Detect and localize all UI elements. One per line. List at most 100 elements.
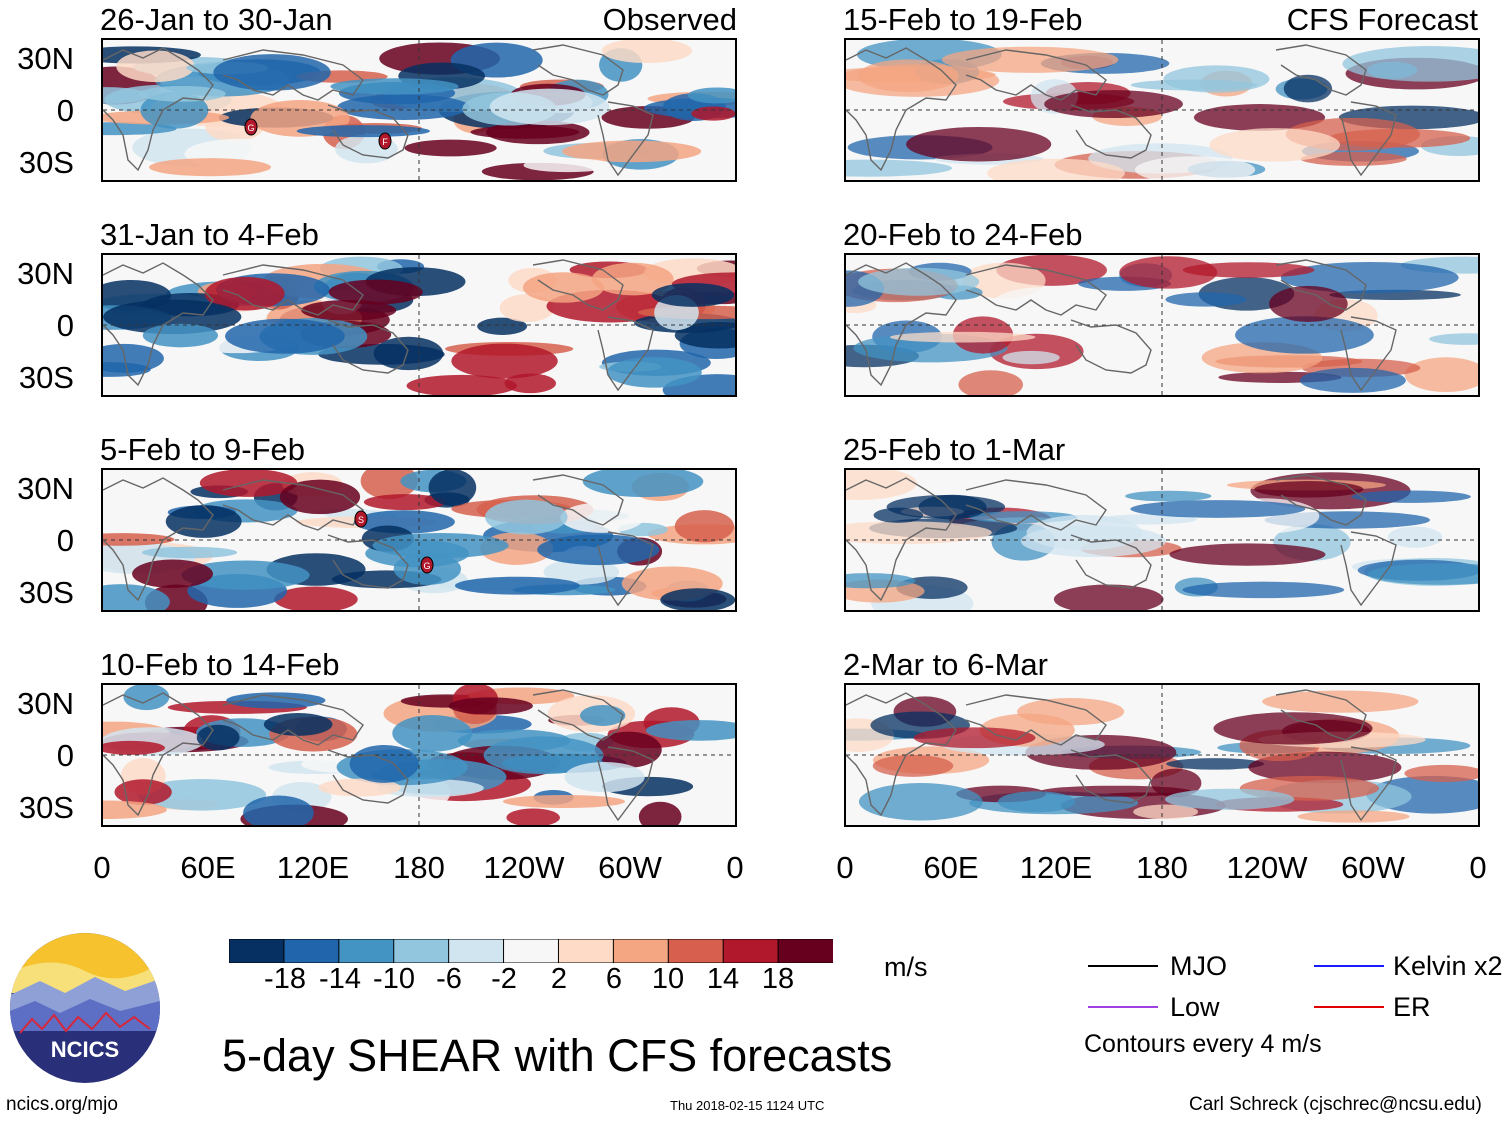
shear-anomaly-blob bbox=[274, 586, 358, 610]
lon-label: 0 bbox=[93, 850, 111, 885]
lat-label-30s: 30S bbox=[18, 790, 74, 825]
coastline bbox=[1275, 44, 1367, 96]
storm-marker-icon: G bbox=[420, 556, 434, 574]
coastline bbox=[965, 264, 1107, 316]
lat-label-30n: 30N bbox=[17, 41, 74, 76]
shear-anomaly-blob bbox=[372, 532, 509, 559]
colorbar-swatch bbox=[722, 938, 780, 964]
coastline bbox=[103, 262, 214, 387]
footer-timestamp: Thu 2018-02-15 1124 UTC bbox=[670, 1098, 825, 1113]
shear-anomaly-blob bbox=[1235, 316, 1374, 354]
panel-title-obs-2: 31-Jan to 4-Feb bbox=[100, 217, 319, 252]
coastline bbox=[222, 694, 364, 746]
lon-label: 60W bbox=[1341, 850, 1405, 885]
shear-anomaly-blob bbox=[454, 576, 580, 595]
shear-anomaly-blob bbox=[873, 507, 924, 523]
shear-anomaly-blob bbox=[103, 584, 170, 610]
shear-anomaly-blob bbox=[451, 343, 558, 379]
colorbar bbox=[228, 938, 834, 964]
coastline bbox=[222, 49, 364, 101]
shear-anomaly-blob bbox=[181, 560, 310, 590]
shear-anomaly-blob bbox=[1165, 788, 1295, 810]
shear-anomaly-blob bbox=[872, 754, 954, 777]
shear-anomaly-blob bbox=[1125, 490, 1212, 502]
shear-anomaly-blob bbox=[485, 499, 568, 535]
shear-anomaly-blob bbox=[858, 783, 983, 821]
map-panel-fc-2 bbox=[844, 253, 1480, 397]
map-panel-fc-3 bbox=[844, 468, 1480, 612]
lon-label: 0 bbox=[1469, 850, 1487, 885]
lon-label: 60W bbox=[598, 850, 662, 885]
colorbar-tick: 10 bbox=[651, 963, 685, 995]
shear-anomaly-blob bbox=[114, 779, 172, 805]
shear-anomaly-blob bbox=[477, 317, 528, 335]
shear-anomaly-blob bbox=[1209, 128, 1341, 162]
shear-anomaly-blob bbox=[858, 267, 980, 296]
colorbar-tick: -14 bbox=[319, 963, 361, 995]
shear-anomaly-blob bbox=[918, 494, 987, 520]
lon-label: 180 bbox=[1136, 850, 1188, 885]
legend-low-line bbox=[1088, 1006, 1158, 1008]
shear-anomaly-blob bbox=[392, 714, 473, 752]
shear-anomaly-blob bbox=[141, 546, 238, 559]
legend-mjo-line bbox=[1088, 965, 1158, 967]
lon-label: 120W bbox=[483, 850, 565, 885]
shear-anomaly-blob bbox=[330, 78, 459, 95]
lat-label-30n: 30N bbox=[17, 256, 74, 291]
coastline bbox=[1275, 259, 1367, 311]
shear-anomaly-blob bbox=[103, 800, 167, 820]
shear-anomaly-blob bbox=[674, 510, 735, 543]
shear-anomaly-blob bbox=[1269, 285, 1348, 322]
shear-anomaly-blob bbox=[562, 140, 702, 163]
shear-anomaly-blob bbox=[564, 762, 645, 793]
coastline bbox=[597, 746, 654, 822]
map-panel-obs-1 bbox=[101, 38, 737, 182]
legend-er-label: ER bbox=[1393, 992, 1431, 1022]
shear-anomaly-blob bbox=[225, 318, 345, 354]
shear-anomaly-blob bbox=[1130, 79, 1258, 91]
ncics-logo[interactable]: NCICS bbox=[10, 933, 160, 1083]
shear-anomaly-blob bbox=[1182, 581, 1345, 599]
shear-anomaly-blob bbox=[142, 323, 219, 348]
storm-marker-icon: G bbox=[244, 118, 258, 136]
coastline bbox=[846, 692, 957, 817]
coastline bbox=[1275, 474, 1367, 526]
coastline bbox=[532, 259, 624, 311]
shear-anomaly-blob bbox=[204, 276, 285, 311]
colorbar-swatch bbox=[667, 938, 725, 964]
shear-anomaly-blob bbox=[349, 744, 419, 783]
coastline bbox=[1070, 104, 1152, 159]
colorbar-tick: -18 bbox=[264, 963, 306, 995]
lon-label: 0 bbox=[836, 850, 854, 885]
shear-anomaly-blob bbox=[1342, 45, 1478, 82]
coastline bbox=[965, 694, 1107, 746]
shear-anomaly-blob bbox=[363, 494, 447, 511]
shear-anomaly-blob bbox=[846, 159, 953, 177]
lat-label-30s: 30S bbox=[18, 575, 74, 610]
shear-anomaly-blob bbox=[941, 46, 1119, 73]
coastline bbox=[222, 479, 364, 531]
lon-label: 60E bbox=[923, 850, 979, 885]
shear-anomaly-blob bbox=[165, 505, 242, 538]
shear-anomaly-blob bbox=[470, 125, 580, 139]
shear-anomaly-blob bbox=[1429, 333, 1478, 345]
shear-anomaly-blob bbox=[846, 470, 917, 500]
colorbar-tick: 2 bbox=[550, 963, 568, 995]
coastline bbox=[846, 477, 957, 602]
colorbar-units: m/s bbox=[884, 952, 928, 982]
shear-anomaly-blob bbox=[328, 279, 423, 305]
lat-label-eq: 0 bbox=[56, 523, 74, 558]
shear-anomaly-blob bbox=[1404, 357, 1478, 393]
footer-url[interactable]: ncics.org/mjo bbox=[6, 1094, 118, 1115]
coastline bbox=[103, 477, 214, 602]
coastline bbox=[327, 319, 409, 374]
main-title: 5-day SHEAR with CFS forecasts bbox=[222, 1030, 893, 1081]
storm-marker-label: F bbox=[382, 137, 388, 147]
shear-anomaly-blob bbox=[986, 158, 1125, 180]
shear-anomaly-blob bbox=[1166, 758, 1265, 770]
coastline bbox=[597, 531, 654, 607]
colorbar-swatch bbox=[338, 938, 395, 964]
legend-kelvin-label: Kelvin x2 bbox=[1393, 951, 1503, 981]
shear-anomaly-blob bbox=[1119, 256, 1218, 289]
logo-text: NCICS bbox=[51, 1037, 119, 1062]
